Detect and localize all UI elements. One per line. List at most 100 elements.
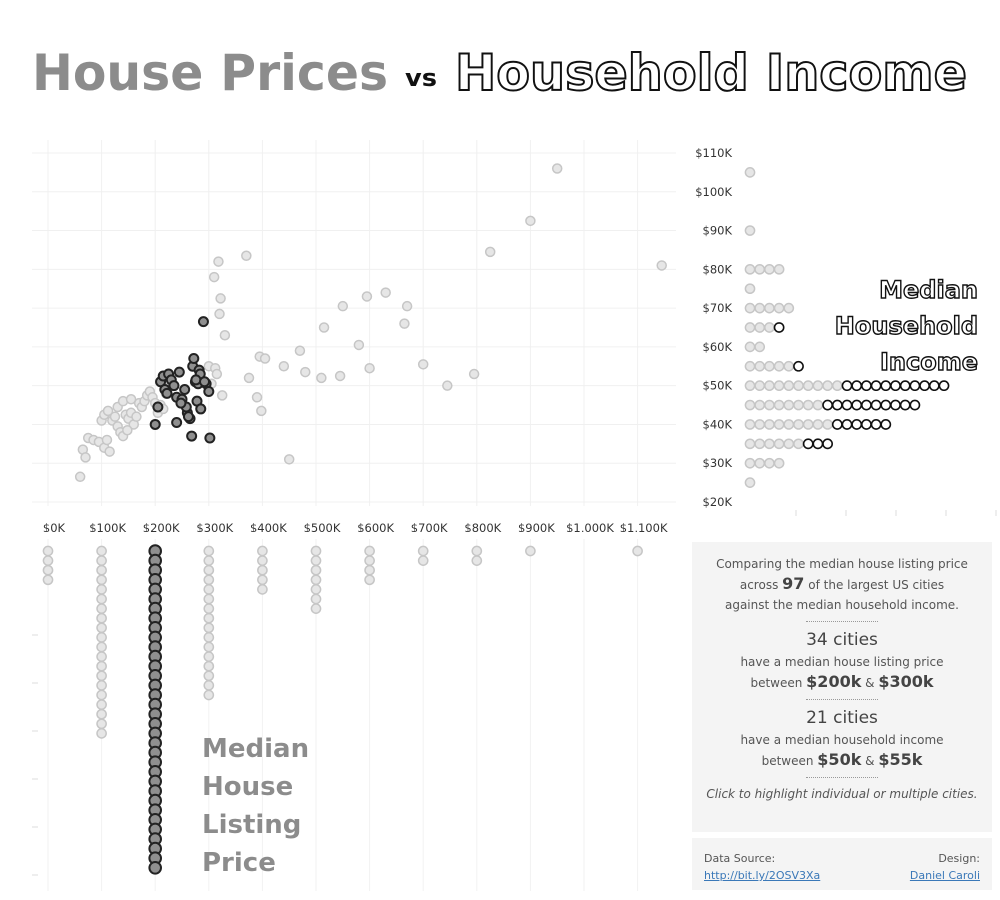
income-dot xyxy=(802,380,814,392)
highlighted-income-dot xyxy=(822,438,833,450)
price-dot xyxy=(471,555,483,566)
income-label-line: Household xyxy=(835,312,978,340)
income-dot xyxy=(783,399,795,411)
price-dot xyxy=(96,584,107,595)
price-histogram[interactable]: Median House Listing Price xyxy=(0,535,690,895)
income-dot xyxy=(783,380,795,392)
price-dot xyxy=(203,651,215,662)
highlighted-income-dot xyxy=(802,438,814,450)
city-point xyxy=(243,372,255,384)
highlight-hint: Click to highlight individual or multipl… xyxy=(706,787,978,801)
highlighted-income-dot xyxy=(831,419,843,430)
price-dot xyxy=(96,680,107,691)
price-dot xyxy=(310,555,322,566)
city-point xyxy=(551,163,563,174)
price-dot xyxy=(96,632,107,643)
highlighted-price-dot xyxy=(148,861,162,875)
income-dot xyxy=(744,302,756,314)
price-dot xyxy=(96,718,107,730)
highlighted-income-dot xyxy=(909,380,921,392)
price-dot xyxy=(203,632,215,643)
city-point xyxy=(361,291,373,302)
price-label-line: Listing xyxy=(202,810,301,840)
price-dot xyxy=(96,641,107,653)
city-total: 97 xyxy=(782,574,805,593)
scatter-chart[interactable]: $0K $100K $200K $300K $400K $500K $600K $700K $8… xyxy=(0,120,680,532)
highlighted-city-point xyxy=(188,353,200,365)
income-dot xyxy=(831,380,843,392)
income-dot xyxy=(754,438,766,450)
city-point xyxy=(214,308,225,320)
x-tick-label: $700K xyxy=(411,521,448,532)
divider xyxy=(806,699,878,700)
city-point xyxy=(364,362,375,374)
highlighted-income-dot xyxy=(909,399,921,411)
income-dot xyxy=(754,322,766,333)
price-dot xyxy=(96,612,107,624)
x-tick-label: $0K xyxy=(43,521,66,532)
income-dot xyxy=(812,380,824,392)
income-dot xyxy=(744,283,756,295)
y-tick-label: $40K xyxy=(703,417,733,431)
highlighted-income-dot xyxy=(880,419,892,430)
city-point xyxy=(316,372,327,384)
income-label: Median Household Income xyxy=(835,276,978,376)
income-city-count: 21 cities xyxy=(806,708,878,728)
highlighted-city-point xyxy=(173,366,185,378)
city-point xyxy=(122,425,133,436)
income-dot xyxy=(744,399,756,411)
price-dot xyxy=(364,555,375,566)
price-dot xyxy=(203,641,215,653)
price-dot xyxy=(96,555,107,566)
income-dot xyxy=(764,419,775,430)
price-dot xyxy=(257,545,268,557)
income-dot xyxy=(783,360,795,372)
highlighted-income-dot xyxy=(870,380,882,392)
income-histogram[interactable]: $20K $30K $40K $50K $60K $70K $80K $90K $100K $11… xyxy=(680,120,1000,532)
income-dot xyxy=(822,380,833,392)
income-dot xyxy=(754,360,766,372)
income-label-line: Income xyxy=(880,348,978,376)
data-source-label: Data Source: xyxy=(704,852,776,865)
highlighted-income-dot xyxy=(860,419,872,430)
highlighted-income-dot xyxy=(822,399,833,411)
income-dot xyxy=(773,263,785,275)
income-dot xyxy=(812,399,824,411)
price-label-line: Median xyxy=(202,734,309,764)
income-dot xyxy=(744,263,756,275)
price-dot xyxy=(42,555,54,566)
price-dot xyxy=(203,612,215,624)
price-label-line: House xyxy=(202,772,293,802)
highlighted-city-point xyxy=(149,418,161,430)
x-tick-label: $200K xyxy=(143,521,180,532)
income-dot xyxy=(793,438,804,450)
city-point xyxy=(102,405,114,417)
income-dot xyxy=(754,341,766,353)
price-city-count: 34 cities xyxy=(806,630,878,650)
income-dot xyxy=(754,380,766,392)
price-dot xyxy=(96,564,107,576)
city-point xyxy=(101,434,113,446)
city-point xyxy=(300,366,311,378)
income-dot xyxy=(744,438,756,450)
highlighted-city-point xyxy=(171,417,183,429)
price-dot xyxy=(203,545,215,557)
income-dot xyxy=(754,263,766,275)
highlighted-income-dot xyxy=(890,380,901,392)
city-point xyxy=(256,405,267,417)
city-point xyxy=(80,452,91,463)
price-dot xyxy=(96,660,107,672)
price-dot xyxy=(310,545,322,557)
income-dot xyxy=(744,225,756,236)
income-dot xyxy=(822,419,833,430)
price-dot xyxy=(203,584,215,595)
highlighted-city-point xyxy=(199,376,211,388)
city-point xyxy=(283,454,295,465)
income-dot xyxy=(773,399,785,411)
city-point xyxy=(417,359,429,370)
highlighted-city-point xyxy=(175,397,187,409)
designer-link[interactable]: Daniel Caroli xyxy=(909,869,980,882)
income-dot xyxy=(744,419,756,430)
income-dot xyxy=(744,477,756,488)
data-source-link[interactable]: http://bit.ly/2OSV3Xa xyxy=(704,869,821,882)
